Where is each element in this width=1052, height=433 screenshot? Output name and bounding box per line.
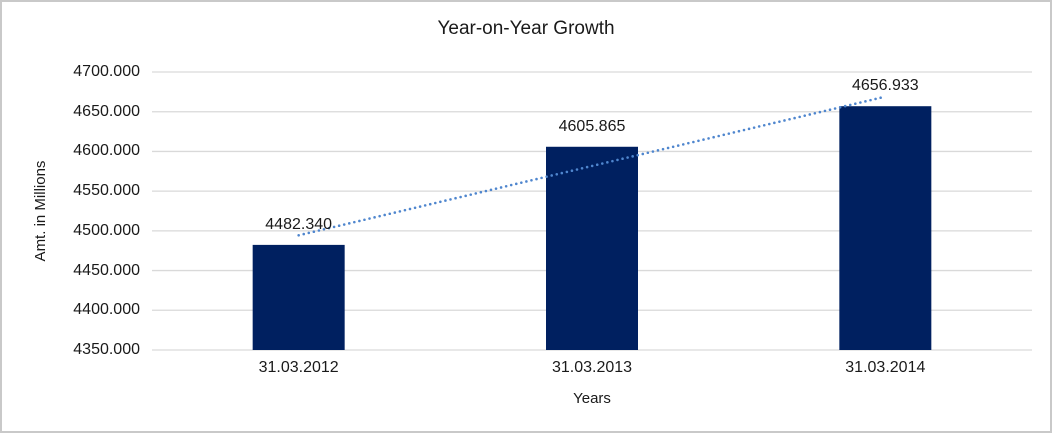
y-tick-label: 4600.000: [73, 142, 140, 160]
y-tick-label: 4350.000: [73, 341, 140, 358]
y-tick-label: 4450.000: [73, 261, 140, 279]
chart-title: Year-on-Year Growth: [437, 18, 615, 39]
bar-value-label: 4656.933: [851, 77, 919, 95]
x-category-label: 31.03.2014: [845, 359, 926, 376]
y-tick-label: 4650.000: [73, 102, 140, 120]
bar: [252, 244, 345, 350]
bar: [546, 146, 638, 350]
y-tick-label: 4700.000: [73, 63, 140, 80]
y-tick-label: 4550.000: [73, 182, 140, 200]
y-tick-label: 4500.000: [73, 221, 140, 239]
bar-value-label: 4605.865: [558, 117, 626, 135]
trendline: [297, 95, 887, 237]
x-category-label: 31.03.2013: [551, 359, 633, 376]
x-axis-title: Years: [573, 390, 611, 407]
bar-value-label: 4482.340: [265, 215, 333, 233]
bar: [839, 106, 932, 350]
x-category-label: 31.03.2012: [258, 359, 339, 376]
y-tick-label: 4400.000: [73, 301, 140, 319]
